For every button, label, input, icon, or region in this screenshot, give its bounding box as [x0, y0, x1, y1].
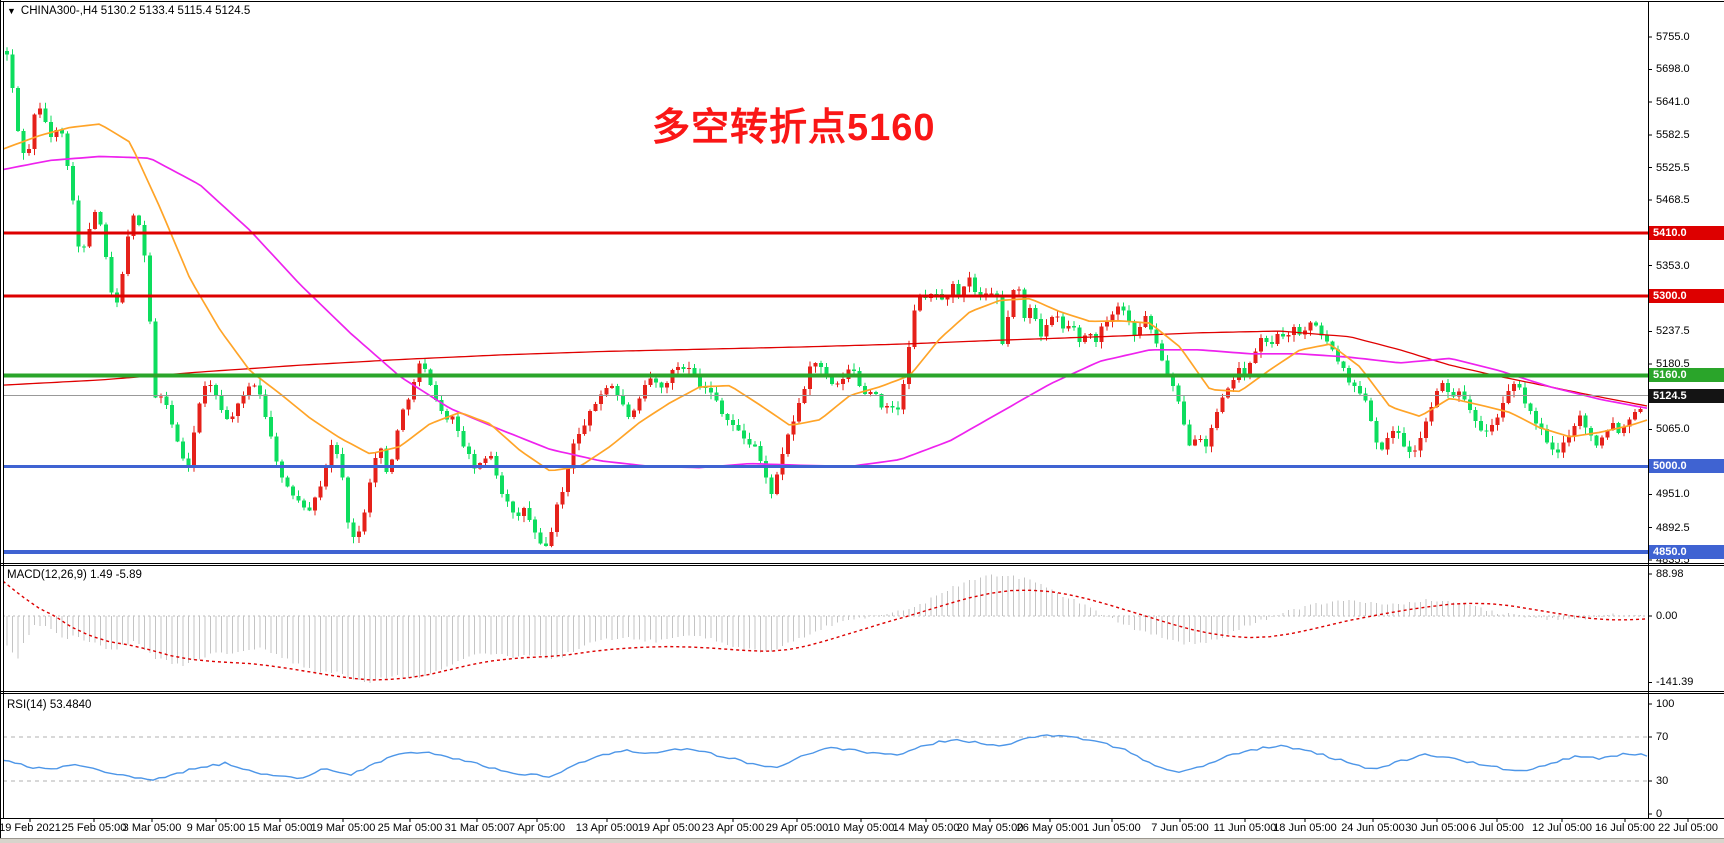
date-axis-label: 24 Jun 05:00	[1341, 822, 1405, 834]
price-axis-tick: 5468.5	[1656, 193, 1690, 206]
date-axis-label: 13 Apr 05:00	[575, 822, 639, 834]
price-axis-tick: 5755.0	[1656, 31, 1690, 43]
price-axis-tick: 5698.0	[1656, 63, 1690, 76]
macd-indicator-label: MACD(12,26,9) 1.49 -5.89	[7, 569, 142, 581]
macd-signal-line	[3, 580, 1648, 681]
rsi-axis-tick: 30	[1656, 775, 1669, 787]
rsi-line	[3, 734, 1648, 781]
current-price-badge-5124.5: 5124.5	[1649, 388, 1724, 403]
symbol-ohlc-label: ▼ CHINA300-,H4 5130.2 5133.4 5115.4 5124.…	[7, 5, 250, 17]
rsi-indicator-label: RSI(14) 53.4840	[7, 699, 92, 711]
macd-axis-tick: -141.39	[1656, 676, 1694, 689]
macd-axis-tick: 0.00	[1656, 610, 1678, 622]
date-axis-label: 3 Mar 05:00	[122, 822, 182, 834]
price-axis-tick: 5180.5	[1656, 357, 1690, 370]
price-level-badge-5410.0: 5410.0	[1649, 226, 1724, 241]
price-level-badge-5160.0: 5160.0	[1649, 368, 1724, 383]
price-level-badge-4850.0: 4850.0	[1649, 544, 1724, 559]
date-axis-label: 19 Feb 2021	[0, 822, 61, 834]
date-axis-label: 18 Jun 05:00	[1273, 822, 1337, 834]
date-axis-label: 11 Jun 05:00	[1213, 822, 1277, 834]
date-axis-label: 19 Apr 05:00	[637, 822, 701, 834]
date-axis-label: 7 Apr 05:00	[508, 822, 566, 834]
macd-axis-tick: 88.98	[1656, 568, 1684, 581]
date-axis-label: 14 May 05:00	[892, 822, 960, 834]
date-axis-label: 10 May 05:00	[827, 822, 895, 834]
ma-fast-line	[3, 123, 1648, 472]
date-axis-label: 26 May 05:00	[1016, 822, 1084, 834]
date-axis-label: 22 Jul 05:00	[1658, 822, 1718, 834]
date-axis-label: 30 Jun 05:00	[1405, 822, 1469, 834]
date-axis-label: 19 Mar 05:00	[310, 822, 376, 834]
price-level-badge-5300.0: 5300.0	[1649, 288, 1724, 303]
rsi-axis-tick: 100	[1656, 698, 1675, 710]
window-bottom-edge	[0, 838, 1724, 843]
ma-slow-line	[3, 330, 1648, 407]
date-axis-label: 7 Jun 05:00	[1151, 822, 1209, 834]
price-axis-tick: 5641.0	[1656, 95, 1690, 108]
price-level-badge-5000.0: 5000.0	[1649, 459, 1724, 474]
price-axis-tick: 4951.0	[1656, 488, 1690, 501]
price-axis-tick: 5353.0	[1656, 259, 1690, 272]
symbol-dropdown-icon[interactable]: ▼	[7, 6, 16, 16]
price-axis-tick: 5237.5	[1656, 325, 1690, 338]
date-axis-label: 12 Jul 05:00	[1532, 822, 1592, 834]
date-axis-label: 15 Mar 05:00	[247, 822, 313, 834]
price-axis-tick: 4892.5	[1656, 521, 1690, 534]
rsi-axis-tick: 0	[1656, 808, 1663, 820]
date-axis-label: 31 Mar 05:00	[444, 822, 510, 834]
price-axis-tick: 5525.5	[1656, 161, 1690, 174]
chart-annotation-text: 多空转折点5160	[652, 107, 936, 149]
date-axis-label: 6 Jul 05:00	[1470, 822, 1524, 834]
date-axis-label: 25 Feb 05:00	[61, 822, 127, 834]
symbol-ohlc-text: CHINA300-,H4 5130.2 5133.4 5115.4 5124.5	[20, 5, 251, 17]
date-axis-label: 23 Apr 05:00	[701, 822, 765, 834]
date-axis-label: 1 Jun 05:00	[1083, 822, 1141, 834]
date-axis-label: 16 Jul 05:00	[1595, 822, 1655, 834]
price-axis-tick: 5065.0	[1656, 423, 1690, 436]
date-axis-label: 25 Mar 05:00	[377, 822, 443, 834]
date-axis-label: 29 Apr 05:00	[765, 822, 829, 834]
ma-medium-line	[3, 155, 1648, 469]
macd-histogram	[6, 574, 1641, 683]
date-axis-label: 9 Mar 05:00	[186, 822, 246, 834]
date-axis-label: 20 May 05:00	[956, 822, 1024, 834]
price-axis-tick: 5582.5	[1656, 129, 1690, 142]
rsi-axis-tick: 70	[1656, 731, 1669, 743]
